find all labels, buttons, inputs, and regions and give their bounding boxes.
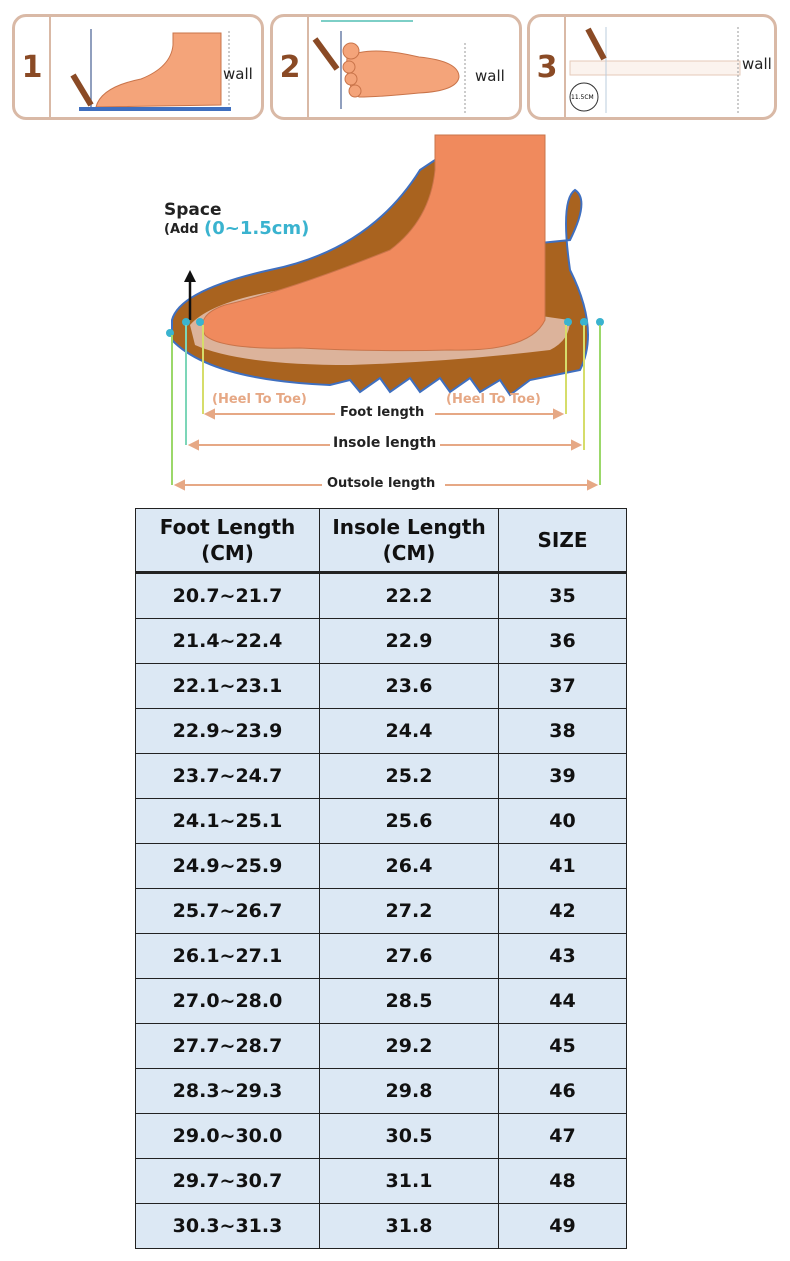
foot-length-label: Foot length xyxy=(340,405,425,420)
foot-length-cell: 25.7~26.7 xyxy=(135,888,320,934)
table-row: 22.1~23.1 23.6 37 xyxy=(135,663,627,709)
ruler-illustration xyxy=(569,27,741,113)
size-cell: 41 xyxy=(498,843,627,889)
ruler-badge: 11.5CM xyxy=(571,94,594,101)
foot-length-diagram: Space (Add (0~1.5cm) (Heel To Toe) (Heel… xyxy=(150,130,620,500)
wall-label: wall xyxy=(223,65,253,83)
foot-length-cell: 22.9~23.9 xyxy=(135,708,320,754)
wall-label: wall xyxy=(742,55,772,73)
step-number: 1 xyxy=(15,17,51,117)
table-row: 25.7~26.7 27.2 42 xyxy=(135,888,627,934)
space-label: Space xyxy=(164,200,222,220)
size-cell: 49 xyxy=(498,1203,627,1249)
size-cell: 45 xyxy=(498,1023,627,1069)
size-cell: 42 xyxy=(498,888,627,934)
insole-length-cell: 25.6 xyxy=(319,798,499,844)
size-cell: 39 xyxy=(498,753,627,799)
table-row: 27.7~28.7 29.2 45 xyxy=(135,1023,627,1069)
size-cell: 37 xyxy=(498,663,627,709)
size-cell: 36 xyxy=(498,618,627,664)
table-row: 23.7~24.7 25.2 39 xyxy=(135,753,627,799)
table-row: 28.3~29.3 29.8 46 xyxy=(135,1068,627,1114)
table-header-row: Foot Length (CM) Insole Length (CM) SIZE xyxy=(135,508,627,574)
table-row: 26.1~27.1 27.6 43 xyxy=(135,933,627,979)
insole-length-cell: 28.5 xyxy=(319,978,499,1024)
table-row: 29.0~30.0 30.5 47 xyxy=(135,1113,627,1159)
insole-length-cell: 30.5 xyxy=(319,1113,499,1159)
measure-step-3: 3 11.5CM wall xyxy=(527,14,777,120)
insole-length-label: Insole length xyxy=(333,435,437,451)
step-number: 3 xyxy=(530,17,566,117)
insole-length-cell: 23.6 xyxy=(319,663,499,709)
foot-length-cell: 24.9~25.9 xyxy=(135,843,320,889)
foot-side-illustration xyxy=(70,29,231,111)
header-size: SIZE xyxy=(498,508,627,574)
size-cell: 43 xyxy=(498,933,627,979)
header-foot-length: Foot Length (CM) xyxy=(135,508,320,574)
heel-to-toe-right: (Heel To Toe) xyxy=(446,392,541,407)
foot-length-cell: 27.7~28.7 xyxy=(135,1023,320,1069)
foot-length-cell: 22.1~23.1 xyxy=(135,663,320,709)
shoe-foot-illustration xyxy=(166,134,604,491)
size-cell: 46 xyxy=(498,1068,627,1114)
foot-length-cell: 20.7~21.7 xyxy=(135,572,320,619)
table-row: 21.4~22.4 22.9 36 xyxy=(135,618,627,664)
size-cell: 38 xyxy=(498,708,627,754)
size-cell: 48 xyxy=(498,1158,627,1204)
foot-length-cell: 21.4~22.4 xyxy=(135,618,320,664)
size-cell: 47 xyxy=(498,1113,627,1159)
insole-length-cell: 22.9 xyxy=(319,618,499,664)
foot-length-cell: 23.7~24.7 xyxy=(135,753,320,799)
wall-label: wall xyxy=(475,67,505,85)
insole-length-cell: 29.8 xyxy=(319,1068,499,1114)
table-row: 24.1~25.1 25.6 40 xyxy=(135,798,627,844)
foot-length-cell: 27.0~28.0 xyxy=(135,978,320,1024)
foot-length-cell: 26.1~27.1 xyxy=(135,933,320,979)
insole-length-cell: 27.6 xyxy=(319,933,499,979)
foot-top-illustration xyxy=(312,20,466,113)
size-chart-table: Foot Length (CM) Insole Length (CM) SIZE 2… xyxy=(135,508,627,1249)
insole-length-cell: 27.2 xyxy=(319,888,499,934)
insole-length-cell: 26.4 xyxy=(319,843,499,889)
insole-length-cell: 24.4 xyxy=(319,708,499,754)
size-cell: 40 xyxy=(498,798,627,844)
table-row: 27.0~28.0 28.5 44 xyxy=(135,978,627,1024)
table-row: 29.7~30.7 31.1 48 xyxy=(135,1158,627,1204)
foot-length-cell: 30.3~31.3 xyxy=(135,1203,320,1249)
measure-step-1: 1 wall xyxy=(12,14,264,120)
insole-length-cell: 22.2 xyxy=(319,572,499,619)
header-insole-length: Insole Length (CM) xyxy=(319,508,499,574)
outsole-length-label: Outsole length xyxy=(327,476,436,491)
table-row: 20.7~21.7 22.2 35 xyxy=(135,572,627,619)
foot-length-cell: 24.1~25.1 xyxy=(135,798,320,844)
table-row: 24.9~25.9 26.4 41 xyxy=(135,843,627,889)
measure-step-2: 2 wall xyxy=(270,14,522,120)
table-row: 22.9~23.9 24.4 38 xyxy=(135,708,627,754)
foot-length-cell: 29.0~30.0 xyxy=(135,1113,320,1159)
foot-length-cell: 29.7~30.7 xyxy=(135,1158,320,1204)
insole-length-cell: 31.1 xyxy=(319,1158,499,1204)
size-cell: 35 xyxy=(498,572,627,619)
step-number: 2 xyxy=(273,17,309,117)
size-cell: 44 xyxy=(498,978,627,1024)
insole-length-cell: 25.2 xyxy=(319,753,499,799)
insole-length-cell: 29.2 xyxy=(319,1023,499,1069)
heel-to-toe-left: (Heel To Toe) xyxy=(212,392,307,407)
space-value: (0~1.5cm) xyxy=(204,218,310,239)
insole-length-cell: 31.8 xyxy=(319,1203,499,1249)
add-label: (Add xyxy=(164,222,199,237)
table-row: 30.3~31.3 31.8 49 xyxy=(135,1203,627,1249)
foot-length-cell: 28.3~29.3 xyxy=(135,1068,320,1114)
